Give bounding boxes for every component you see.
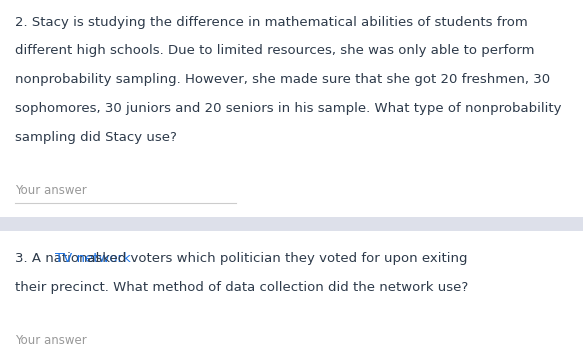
- Text: different high schools. Due to limited resources, she was only able to perform: different high schools. Due to limited r…: [15, 44, 534, 57]
- Text: nonprobability sampling. However, she made sure that she got 20 freshmen, 30: nonprobability sampling. However, she ma…: [15, 73, 550, 86]
- Text: Your answer: Your answer: [15, 184, 86, 197]
- Text: 3. A national: 3. A national: [15, 252, 103, 265]
- Text: TV network: TV network: [55, 252, 131, 265]
- Bar: [0, 217, 583, 231]
- Text: asked voters which politician they voted for upon exiting: asked voters which politician they voted…: [83, 252, 468, 265]
- Text: their precinct. What method of data collection did the network use?: their precinct. What method of data coll…: [15, 281, 468, 294]
- Text: sampling did Stacy use?: sampling did Stacy use?: [15, 131, 177, 144]
- Text: Your answer: Your answer: [15, 334, 86, 347]
- Text: 2. Stacy is studying the difference in mathematical abilities of students from: 2. Stacy is studying the difference in m…: [15, 16, 528, 29]
- Text: sophomores, 30 juniors and 20 seniors in his sample. What type of nonprobability: sophomores, 30 juniors and 20 seniors in…: [15, 102, 561, 115]
